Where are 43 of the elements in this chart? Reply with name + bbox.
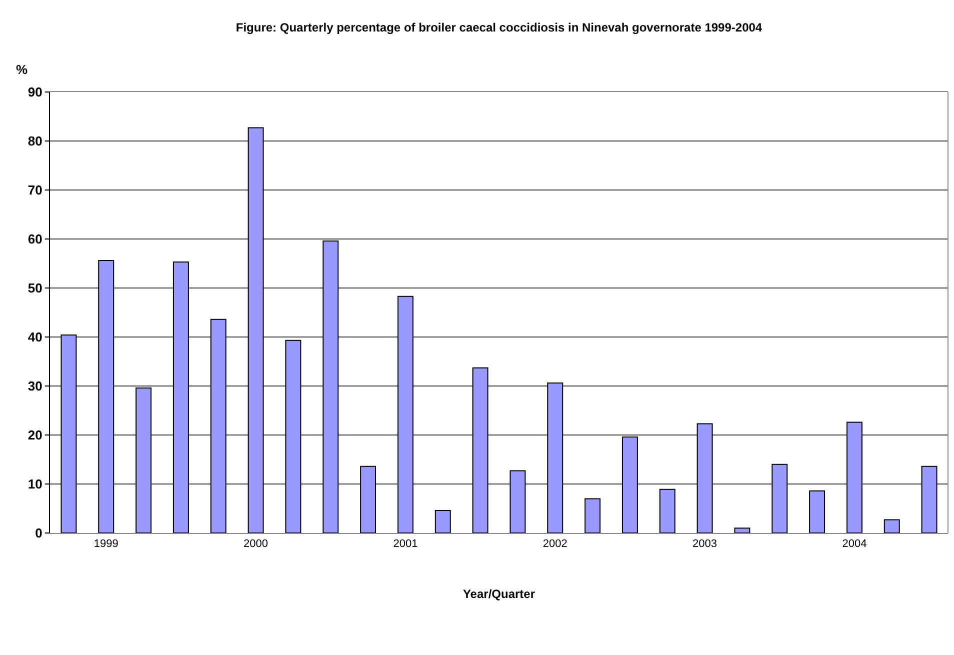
- y-tick-label: 30: [28, 378, 42, 394]
- bar: [360, 466, 376, 533]
- x-tick-label: 2002: [542, 538, 568, 550]
- bar: [322, 240, 339, 533]
- x-tick-label: 2004: [842, 538, 867, 550]
- bar: [622, 436, 638, 533]
- bar: [397, 296, 414, 533]
- x-tick-label: 2001: [393, 538, 418, 550]
- y-tick-label: 60: [28, 232, 42, 247]
- bar: [696, 423, 713, 533]
- bar: [248, 127, 264, 533]
- bar: [172, 262, 189, 533]
- bar: [472, 367, 488, 533]
- y-tick-label: 20: [28, 428, 42, 443]
- y-tick-label: 80: [28, 134, 42, 149]
- x-tick-label: 2003: [692, 538, 718, 550]
- bar: [884, 519, 900, 533]
- bar: [921, 466, 938, 533]
- bar: [285, 340, 302, 533]
- x-tick-label: 1999: [94, 538, 118, 550]
- bar: [809, 490, 826, 533]
- y-tick-label: 40: [28, 330, 42, 345]
- bar: [98, 260, 114, 533]
- chart-title: Figure: Quarterly percentage of broiler caecal coccidiosis in Ninevah governorate 1999-2004: [236, 20, 762, 34]
- bar: [734, 528, 750, 533]
- y-tick-label: 70: [28, 182, 42, 198]
- bar: [210, 318, 226, 533]
- bar: [772, 464, 788, 533]
- y-tick-label: 10: [28, 476, 42, 492]
- bar: [547, 382, 564, 533]
- bar: [60, 334, 77, 533]
- y-tick-label: 50: [28, 280, 42, 296]
- y-tick-label: 0: [35, 526, 42, 541]
- y-tick-label: 90: [28, 84, 42, 100]
- bar: [434, 510, 451, 533]
- bar: [510, 470, 526, 533]
- y-axis-title: %: [16, 62, 28, 77]
- bar: [659, 488, 676, 533]
- bar: [846, 422, 862, 533]
- bar: [584, 498, 601, 533]
- bar: [136, 387, 152, 533]
- x-axis-title: Year/Quarter: [462, 587, 536, 602]
- x-tick-label: 2000: [244, 538, 268, 550]
